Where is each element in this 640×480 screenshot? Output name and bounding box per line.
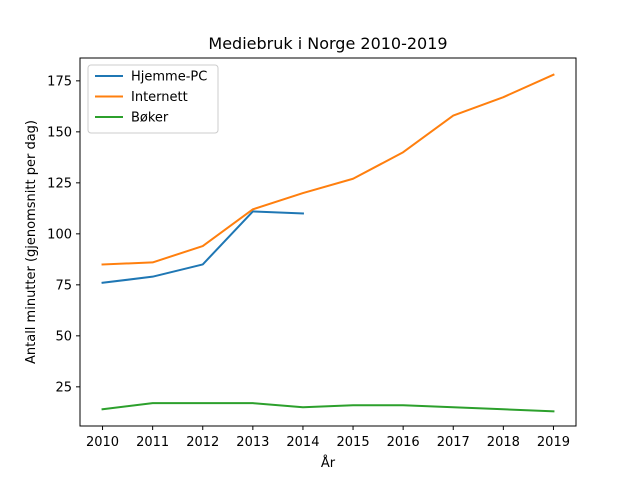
y-axis-label: Antall minutter (gjenomsnitt per dag) <box>24 120 39 364</box>
legend-label-internett: Internett <box>131 90 188 105</box>
plot-frame <box>79 57 577 427</box>
x-axis-ticks: 2010 2011 2012 2013 2014 2015 2016 2017 2018 2019 <box>86 426 570 450</box>
series-line-internett <box>101 73 555 266</box>
x-tick-label: 2019 <box>537 435 570 450</box>
x-tick-label: 2013 <box>236 435 269 450</box>
x-tick-label: 2012 <box>186 435 219 450</box>
y-tick-label: 75 <box>55 278 72 293</box>
y-tick-label: 150 <box>47 125 72 140</box>
legend-label-hjemme-pc: Hjemme-PC <box>131 70 207 85</box>
y-tick-label: 175 <box>47 74 72 89</box>
y-tick-label: 100 <box>47 227 72 242</box>
y-tick-label: 125 <box>47 176 72 191</box>
x-tick-label: 2015 <box>337 435 370 450</box>
x-tick-label: 2011 <box>136 435 169 450</box>
plot-layer <box>101 73 555 413</box>
x-tick-label: 2018 <box>487 435 520 450</box>
x-tick-label: 2014 <box>286 435 319 450</box>
legend-label-b-ker: Bøker <box>131 111 169 126</box>
legend: Hjemme-PC Internett Bøker <box>87 64 219 134</box>
x-tick-label: 2017 <box>437 435 470 450</box>
x-tick-label: 2010 <box>86 435 119 450</box>
y-tick-label: 50 <box>55 329 72 344</box>
x-tick-label: 2016 <box>387 435 420 450</box>
x-axis-label: År <box>321 455 336 471</box>
y-axis-ticks: 25 50 75 100 125 150 175 <box>47 74 80 395</box>
series-line-hjemme-pc <box>101 210 304 284</box>
chart-title: Mediebruk i Norge 2010-2019 <box>208 34 447 53</box>
series-line-b-ker <box>101 402 555 413</box>
y-tick-label: 25 <box>55 380 72 395</box>
